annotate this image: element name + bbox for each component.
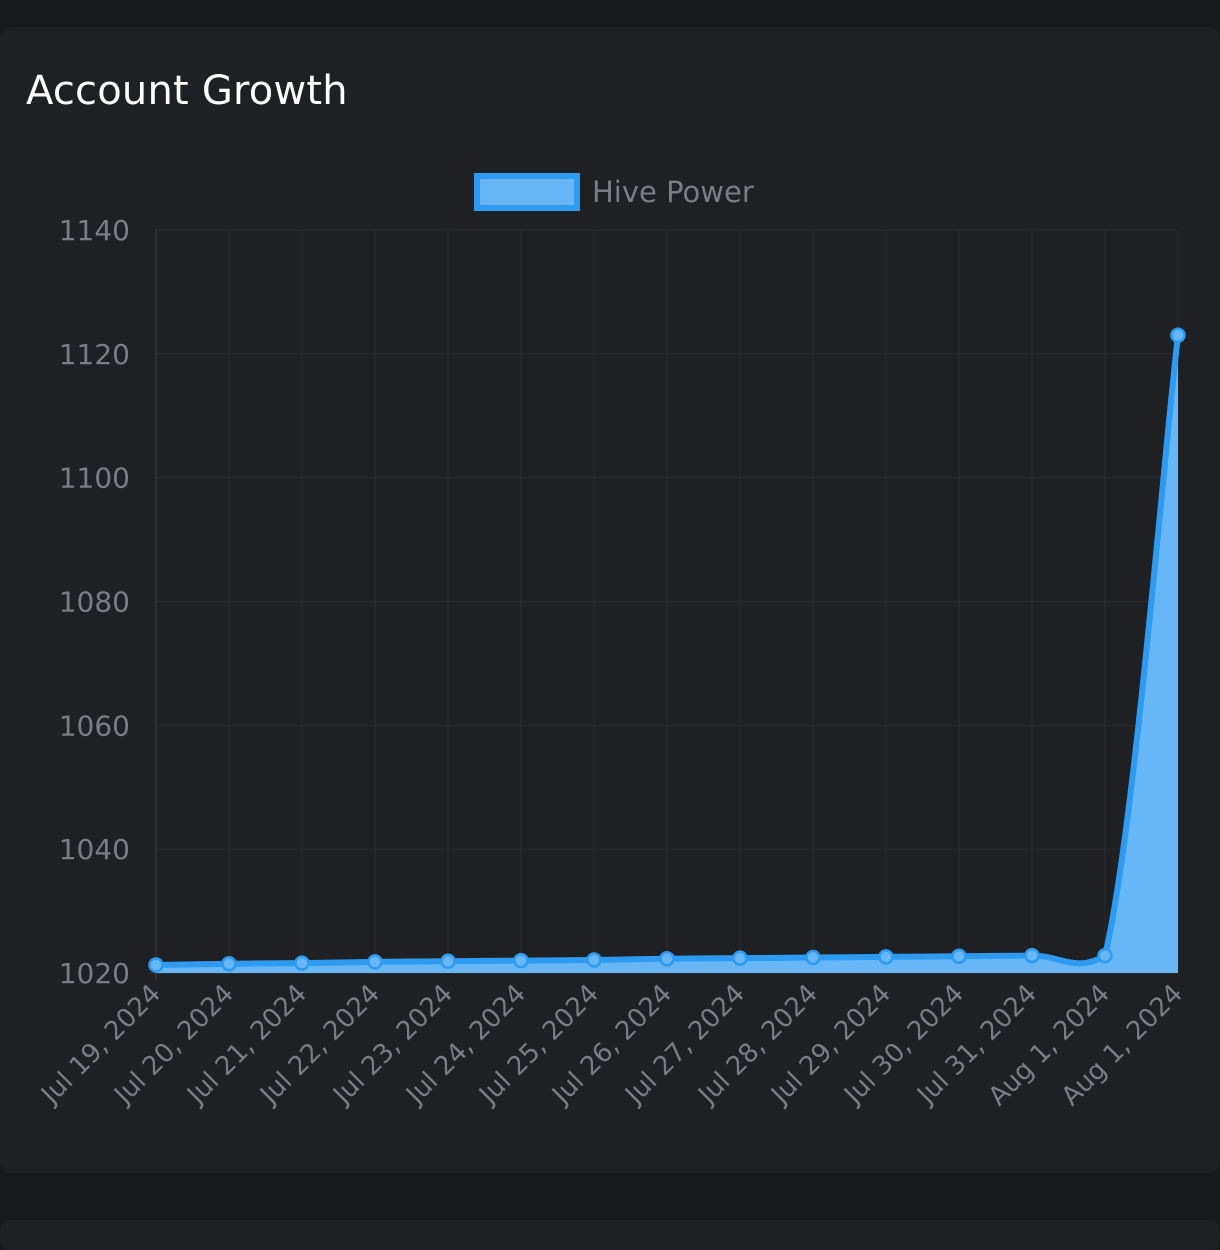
data-point-11[interactable] (951, 948, 967, 965)
y-tick-label: 1020 (59, 957, 130, 990)
data-point-3[interactable] (367, 954, 383, 970)
y-tick-label: 1040 (59, 833, 130, 866)
data-point-12[interactable] (1024, 947, 1040, 964)
data-point-7[interactable] (659, 951, 675, 967)
card-title: Account Growth (26, 68, 348, 114)
y-tick-label: 1140 (59, 214, 130, 247)
data-point-2[interactable] (294, 955, 310, 971)
data-point-6[interactable] (586, 952, 602, 968)
data-point-1[interactable] (221, 955, 237, 972)
data-point-9[interactable] (805, 949, 821, 966)
data-point-13[interactable] (1097, 947, 1113, 964)
data-point-10[interactable] (878, 949, 894, 965)
data-point-5[interactable] (513, 952, 529, 969)
legend-label-hive-power[interactable]: Hive Power (592, 175, 754, 209)
y-tick-label: 1100 (59, 462, 130, 495)
y-tick-label: 1080 (59, 586, 130, 619)
y-tick-label: 1120 (59, 338, 130, 371)
y-tick-label: 1060 (59, 709, 130, 742)
data-point-0[interactable] (148, 957, 164, 973)
data-point-14[interactable] (1170, 327, 1186, 344)
data-point-4[interactable] (440, 953, 456, 969)
data-point-8[interactable] (732, 950, 748, 966)
next-card (0, 1220, 1220, 1250)
legend-swatch-hive-power[interactable] (474, 173, 580, 211)
account-growth-card (0, 27, 1220, 1173)
